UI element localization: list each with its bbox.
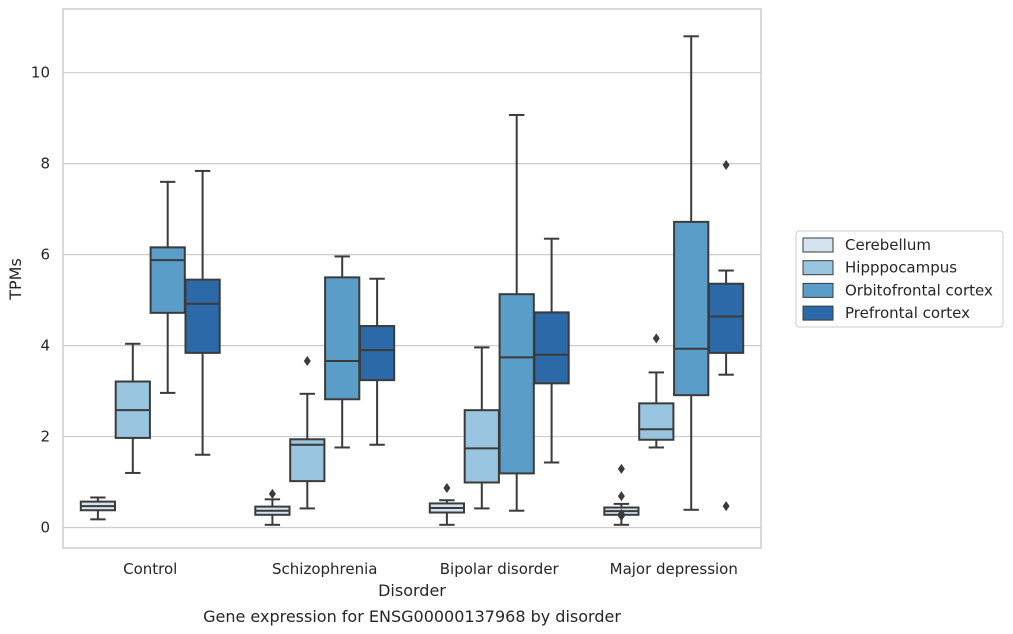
box-iqr [463,409,500,484]
outlier-point [722,160,730,171]
box-hipppocampus [638,333,675,449]
box-iqr [673,220,710,397]
box-iqr [707,282,745,354]
outlier-point [722,501,730,512]
x-tick-label: Schizophrenia [272,560,377,578]
plot-area-frame [62,8,762,549]
box-iqr [184,278,221,354]
legend-swatch [802,237,834,253]
legend-swatch [802,282,834,298]
outlier-point [652,333,660,344]
outlier-point [443,482,451,493]
legend-label: Cerebellum [845,236,931,254]
box-cerebellum [428,482,466,526]
box-iqr [324,276,361,401]
box-iqr [533,311,570,385]
outlier-point [617,491,625,502]
x-axis-ticks: Control Schizophrenia Bipolar disorder Majo… [123,560,738,578]
box-iqr [358,325,396,382]
x-tick-label: Major depression [610,560,738,578]
box-cerebellum [79,496,117,521]
box-hipppocampus [114,342,151,474]
box-iqr [149,246,186,314]
box-orbitofrontal-cortex [149,180,186,394]
box-orbitofrontal-cortex [673,35,710,511]
legend-label: Prefrontal cortex [845,304,970,322]
legend-frame [795,230,1004,328]
y-tick-label: 6 [40,246,50,264]
y-axis-label: TPMs [6,258,25,301]
box-cerebellum [603,463,640,526]
box-hipppocampus [289,356,326,510]
box-iqr [289,438,326,483]
box-prefrontal-cortex [184,169,221,456]
y-tick-label: 4 [40,337,50,355]
box-orbitofrontal-cortex [498,113,535,512]
box-prefrontal-cortex [533,237,570,464]
box-hipppocampus [463,346,500,510]
legend-swatch [802,260,834,276]
legend-swatch [802,305,834,321]
outlier-point [617,511,625,522]
legend-label: Hipppocampus [845,259,957,277]
outlier-point [617,463,625,474]
outlier-point [303,356,311,367]
outlier-point [268,488,276,499]
legend-label: Orbitofrontal cortex [845,281,993,299]
box-prefrontal-cortex [707,160,745,512]
box-plot-series [79,35,745,526]
x-tick-label: Control [123,560,177,578]
box-cerebellum [254,488,291,526]
chart-caption: Gene expression for ENSG00000137968 by d… [203,607,621,626]
box-iqr [498,293,535,475]
y-tick-label: 10 [31,64,50,82]
y-tick-label: 0 [40,519,50,537]
box-orbitofrontal-cortex [324,255,361,449]
y-axis-ticks: 0 2 4 6 8 10 [31,64,50,537]
x-axis-label: Disorder [378,581,446,600]
x-tick-label: Bipolar disorder [440,560,560,578]
box-iqr [638,402,675,441]
y-tick-label: 2 [40,428,50,446]
legend: Cerebellum Hipppocampus Orbitofrontal cort… [795,230,1004,328]
y-tick-label: 8 [40,155,50,173]
box-prefrontal-cortex [358,277,396,446]
